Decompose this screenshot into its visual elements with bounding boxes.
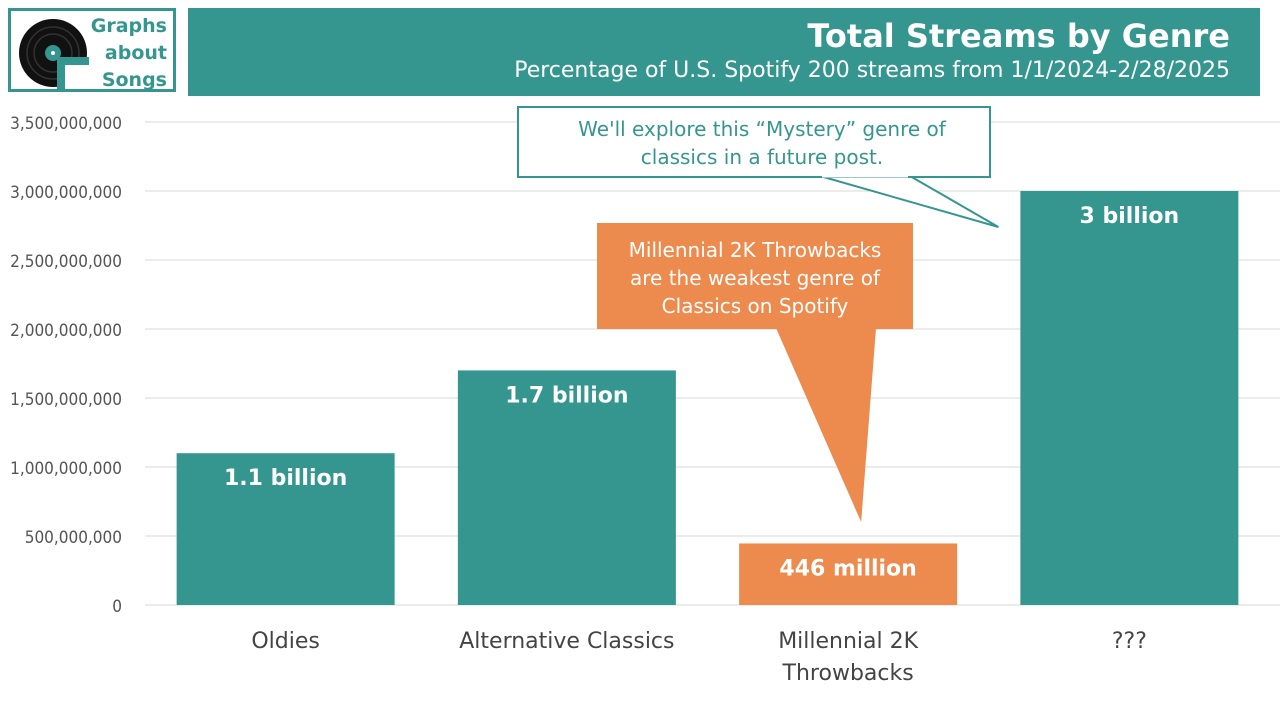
x-tick-label: Oldies — [251, 629, 320, 654]
callout-text: Millennial 2K Throwbacks are the weakest … — [629, 238, 882, 318]
y-tick-label: 2,000,000,000 — [10, 321, 122, 341]
bar — [457, 370, 676, 605]
callout-text: We'll explore this “Mystery” genre of cla… — [578, 117, 947, 169]
callout-pointer — [776, 328, 876, 522]
y-tick-label: 3,000,000,000 — [10, 183, 122, 203]
x-tick-label: Alternative Classics — [459, 629, 674, 654]
vinyl-record-icon — [19, 19, 89, 89]
brand-line-1: Graphs — [90, 15, 167, 37]
y-tick-label: 0 — [112, 597, 122, 617]
callout-box — [597, 223, 913, 329]
brand-line-3: Songs — [101, 69, 167, 91]
callout-box — [517, 106, 991, 178]
x-tick-label: ??? — [1112, 629, 1147, 654]
callout-pointer — [819, 175, 999, 228]
data-label: 3 billion — [1080, 204, 1180, 229]
x-tick-label: Millennial 2K Throwbacks — [778, 629, 918, 686]
y-tick-label: 2,500,000,000 — [10, 252, 122, 272]
y-tick-label: 500,000,000 — [25, 528, 122, 548]
data-label: 1.7 billion — [505, 383, 628, 408]
bar — [176, 453, 395, 605]
logo: Graphs about Songs — [8, 8, 176, 92]
brand-name: Graphs about Songs — [91, 13, 167, 94]
y-tick-label: 3,500,000,000 — [10, 114, 122, 134]
y-tick-label: 1,500,000,000 — [10, 390, 122, 410]
data-label: 1.1 billion — [224, 466, 347, 491]
data-label: 446 million — [779, 556, 916, 581]
header-banner: Total Streams by Genre Percentage of U.S… — [188, 8, 1260, 96]
bar — [1020, 191, 1239, 605]
chart-title: Total Streams by Genre — [807, 17, 1230, 55]
brand-line-2: about — [104, 42, 167, 64]
y-tick-label: 1,000,000,000 — [10, 459, 122, 479]
bar — [739, 543, 958, 605]
chart-subtitle: Percentage of U.S. Spotify 200 streams f… — [514, 58, 1230, 83]
